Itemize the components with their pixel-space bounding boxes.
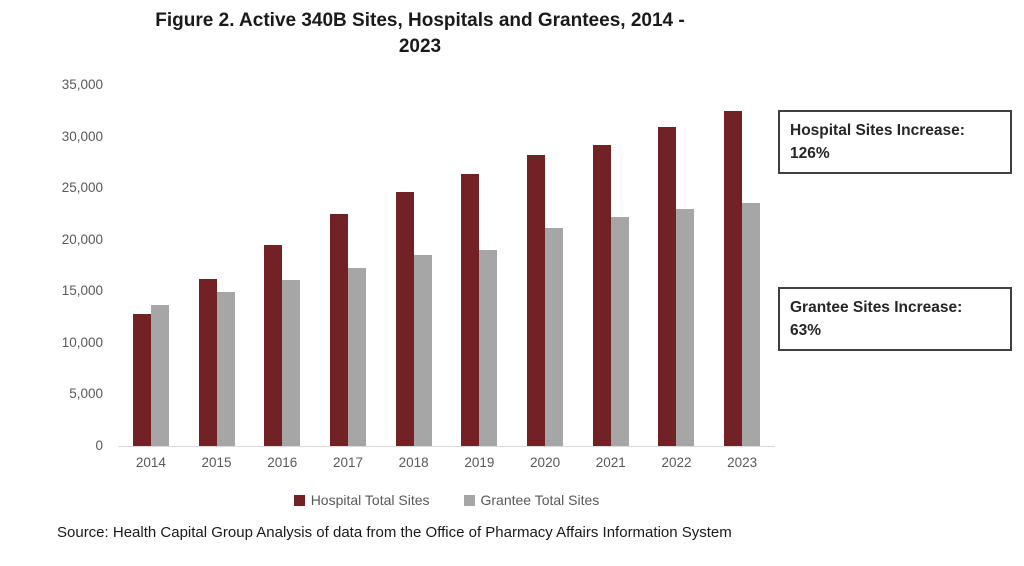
y-tick-label: 0 [95, 438, 103, 453]
y-tick-label: 10,000 [61, 334, 103, 350]
y-tick-label: 5,000 [69, 386, 103, 402]
x-tick-label-2020: 2020 [530, 455, 561, 470]
grantee-total-sites-bar-2017 [347, 267, 366, 446]
grantee-total-sites-bar-2023 [742, 202, 761, 446]
bar-group-2017 [315, 85, 381, 446]
hospital-total-sites-bar-2018 [395, 192, 414, 446]
grantee-total-sites-bar-2018 [413, 255, 432, 446]
hospital-total-sites-bar-2016 [264, 244, 283, 446]
callout-hospital-increase: Hospital Sites Increase: 126% [778, 110, 1012, 174]
x-tick-label-2023: 2023 [727, 455, 758, 470]
legend-swatch-icon [463, 494, 475, 506]
x-axis: 2014 2015 2016 2017 2018 2019 2020 2021 2022 2023 [118, 455, 775, 470]
legend-label: Hospital Total Sites [310, 492, 430, 508]
legend-item-grantee-total-sites: Grantee Total Sites [463, 492, 600, 508]
x-tick-label-2021: 2021 [595, 455, 626, 470]
grantee-total-sites-bar-2021 [610, 217, 629, 446]
legend: Hospital Total Sites Grantee Total Sites [118, 492, 775, 508]
callout-grantee-line-2: 63% [790, 322, 822, 339]
chart-title: Figure 2. Active 340B Sites, Hospitals a… [90, 8, 750, 60]
bar-group-2022 [644, 85, 710, 446]
callout-hospital-line-1: Hospital Sites Increase: [790, 122, 965, 139]
hospital-total-sites-bar-2019 [461, 173, 480, 446]
x-tick-label-2015: 2015 [201, 455, 232, 470]
bar-group-2023 [709, 85, 775, 446]
hospital-total-sites-bar-2014 [132, 313, 151, 446]
legend-item-hospital-total-sites: Hospital Total Sites [293, 492, 430, 508]
hospital-total-sites-bar-2021 [592, 144, 611, 446]
hospital-total-sites-bar-2020 [527, 155, 546, 446]
legend-label: Grantee Total Sites [480, 492, 600, 508]
grantee-total-sites-bar-2019 [479, 250, 498, 446]
chart-title-line-2: 2023 [398, 36, 442, 57]
grantee-total-sites-bar-2020 [545, 228, 564, 446]
bar-group-2020 [512, 85, 578, 446]
x-tick-label-2019: 2019 [464, 455, 495, 470]
y-tick-label: 35,000 [61, 77, 103, 92]
bar-group-2015 [184, 85, 250, 446]
chart-title-line-1: Figure 2. Active 340B Sites, Hospitals a… [155, 10, 685, 31]
hospital-total-sites-bar-2023 [724, 110, 743, 446]
hospital-total-sites-bar-2017 [329, 213, 348, 446]
callout-hospital-line-2: 126% [790, 145, 830, 162]
x-tick-label-2014: 2014 [135, 455, 166, 470]
grantee-total-sites-bar-2014 [150, 304, 169, 446]
y-tick-label: 30,000 [61, 128, 103, 144]
legend-swatch-icon [293, 494, 305, 506]
y-tick-label: 25,000 [61, 180, 103, 196]
x-tick-label-2022: 2022 [661, 455, 692, 470]
bar-group-2014 [118, 85, 184, 446]
callout-grantee-increase: Grantee Sites Increase: 63% [778, 287, 1012, 351]
hospital-total-sites-bar-2022 [658, 127, 677, 446]
source-note: Source: Health Capital Group Analysis of… [57, 524, 732, 541]
y-tick-label: 15,000 [61, 283, 103, 299]
bar-group-2021 [578, 85, 644, 446]
y-tick-label: 20,000 [61, 231, 103, 247]
grantee-total-sites-bar-2016 [282, 279, 301, 446]
x-tick-label-2018: 2018 [398, 455, 429, 470]
bar-group-2018 [381, 85, 447, 446]
bar-group-2019 [447, 85, 513, 446]
grantee-total-sites-bar-2015 [216, 292, 235, 446]
x-tick-label-2017: 2017 [332, 455, 363, 470]
plot-area [118, 85, 775, 447]
bar-group-2016 [249, 85, 315, 446]
callout-grantee-line-1: Grantee Sites Increase: [790, 299, 963, 316]
grantee-total-sites-bar-2022 [676, 208, 695, 446]
x-tick-label-2016: 2016 [267, 455, 298, 470]
hospital-total-sites-bar-2015 [198, 278, 217, 446]
